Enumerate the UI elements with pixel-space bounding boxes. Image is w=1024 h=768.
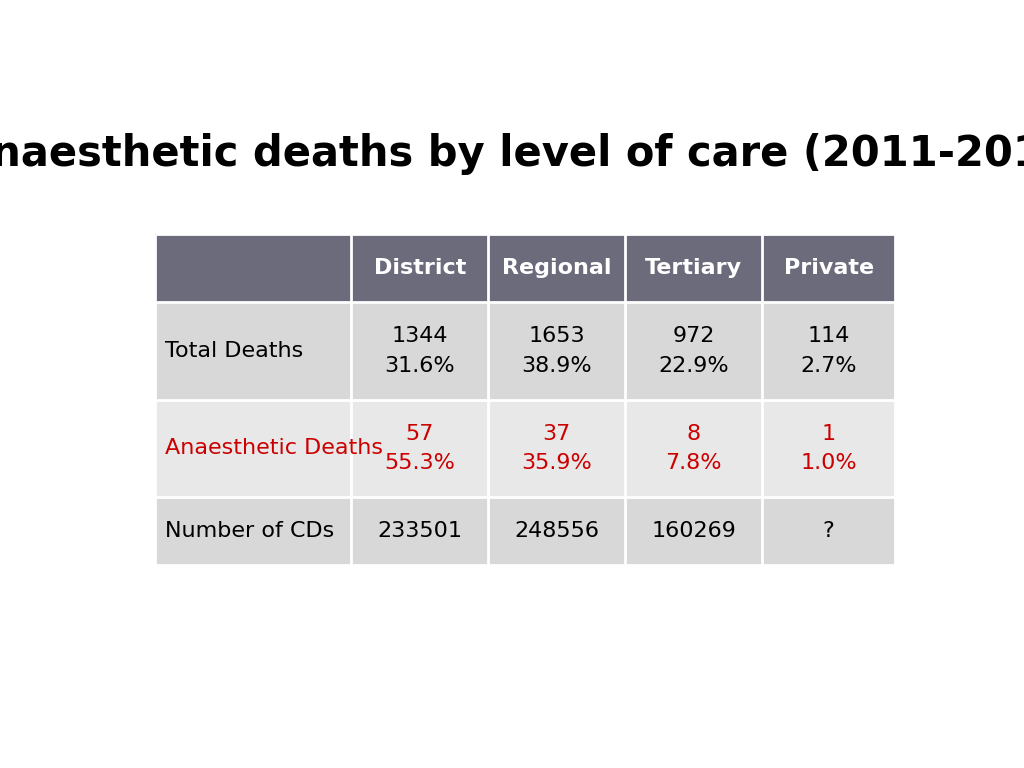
FancyBboxPatch shape: [625, 234, 762, 302]
Text: Number of CDs: Number of CDs: [165, 521, 334, 541]
FancyBboxPatch shape: [155, 497, 351, 565]
FancyBboxPatch shape: [488, 497, 625, 565]
FancyBboxPatch shape: [351, 234, 488, 302]
Text: 57
55.3%: 57 55.3%: [384, 424, 455, 473]
FancyBboxPatch shape: [351, 399, 488, 497]
Text: 114
2.7%: 114 2.7%: [801, 326, 857, 376]
FancyBboxPatch shape: [762, 399, 895, 497]
Text: 1653
38.9%: 1653 38.9%: [521, 326, 592, 376]
FancyBboxPatch shape: [155, 302, 351, 399]
FancyBboxPatch shape: [488, 302, 625, 399]
FancyBboxPatch shape: [488, 399, 625, 497]
Text: 233501: 233501: [377, 521, 462, 541]
FancyBboxPatch shape: [625, 497, 762, 565]
Text: Regional: Regional: [502, 258, 611, 278]
Text: Tertiary: Tertiary: [645, 258, 742, 278]
Text: 8
7.8%: 8 7.8%: [666, 424, 722, 473]
FancyBboxPatch shape: [155, 234, 351, 302]
Text: Total Deaths: Total Deaths: [165, 341, 303, 361]
Text: 1
1.0%: 1 1.0%: [801, 424, 857, 473]
FancyBboxPatch shape: [625, 399, 762, 497]
Text: 972
22.9%: 972 22.9%: [658, 326, 729, 376]
Text: ?: ?: [822, 521, 835, 541]
FancyBboxPatch shape: [351, 302, 488, 399]
FancyBboxPatch shape: [488, 234, 625, 302]
Text: Anaesthetic deaths by level of care (2011-2013): Anaesthetic deaths by level of care (201…: [0, 134, 1024, 175]
Text: District: District: [374, 258, 466, 278]
FancyBboxPatch shape: [762, 497, 895, 565]
Text: 37
35.9%: 37 35.9%: [521, 424, 592, 473]
FancyBboxPatch shape: [351, 497, 488, 565]
FancyBboxPatch shape: [762, 234, 895, 302]
Text: 1344
31.6%: 1344 31.6%: [384, 326, 455, 376]
Text: Private: Private: [783, 258, 873, 278]
Text: Anaesthetic Deaths: Anaesthetic Deaths: [165, 439, 383, 458]
Text: 248556: 248556: [514, 521, 599, 541]
FancyBboxPatch shape: [155, 399, 351, 497]
FancyBboxPatch shape: [625, 302, 762, 399]
FancyBboxPatch shape: [762, 302, 895, 399]
Text: 160269: 160269: [651, 521, 736, 541]
